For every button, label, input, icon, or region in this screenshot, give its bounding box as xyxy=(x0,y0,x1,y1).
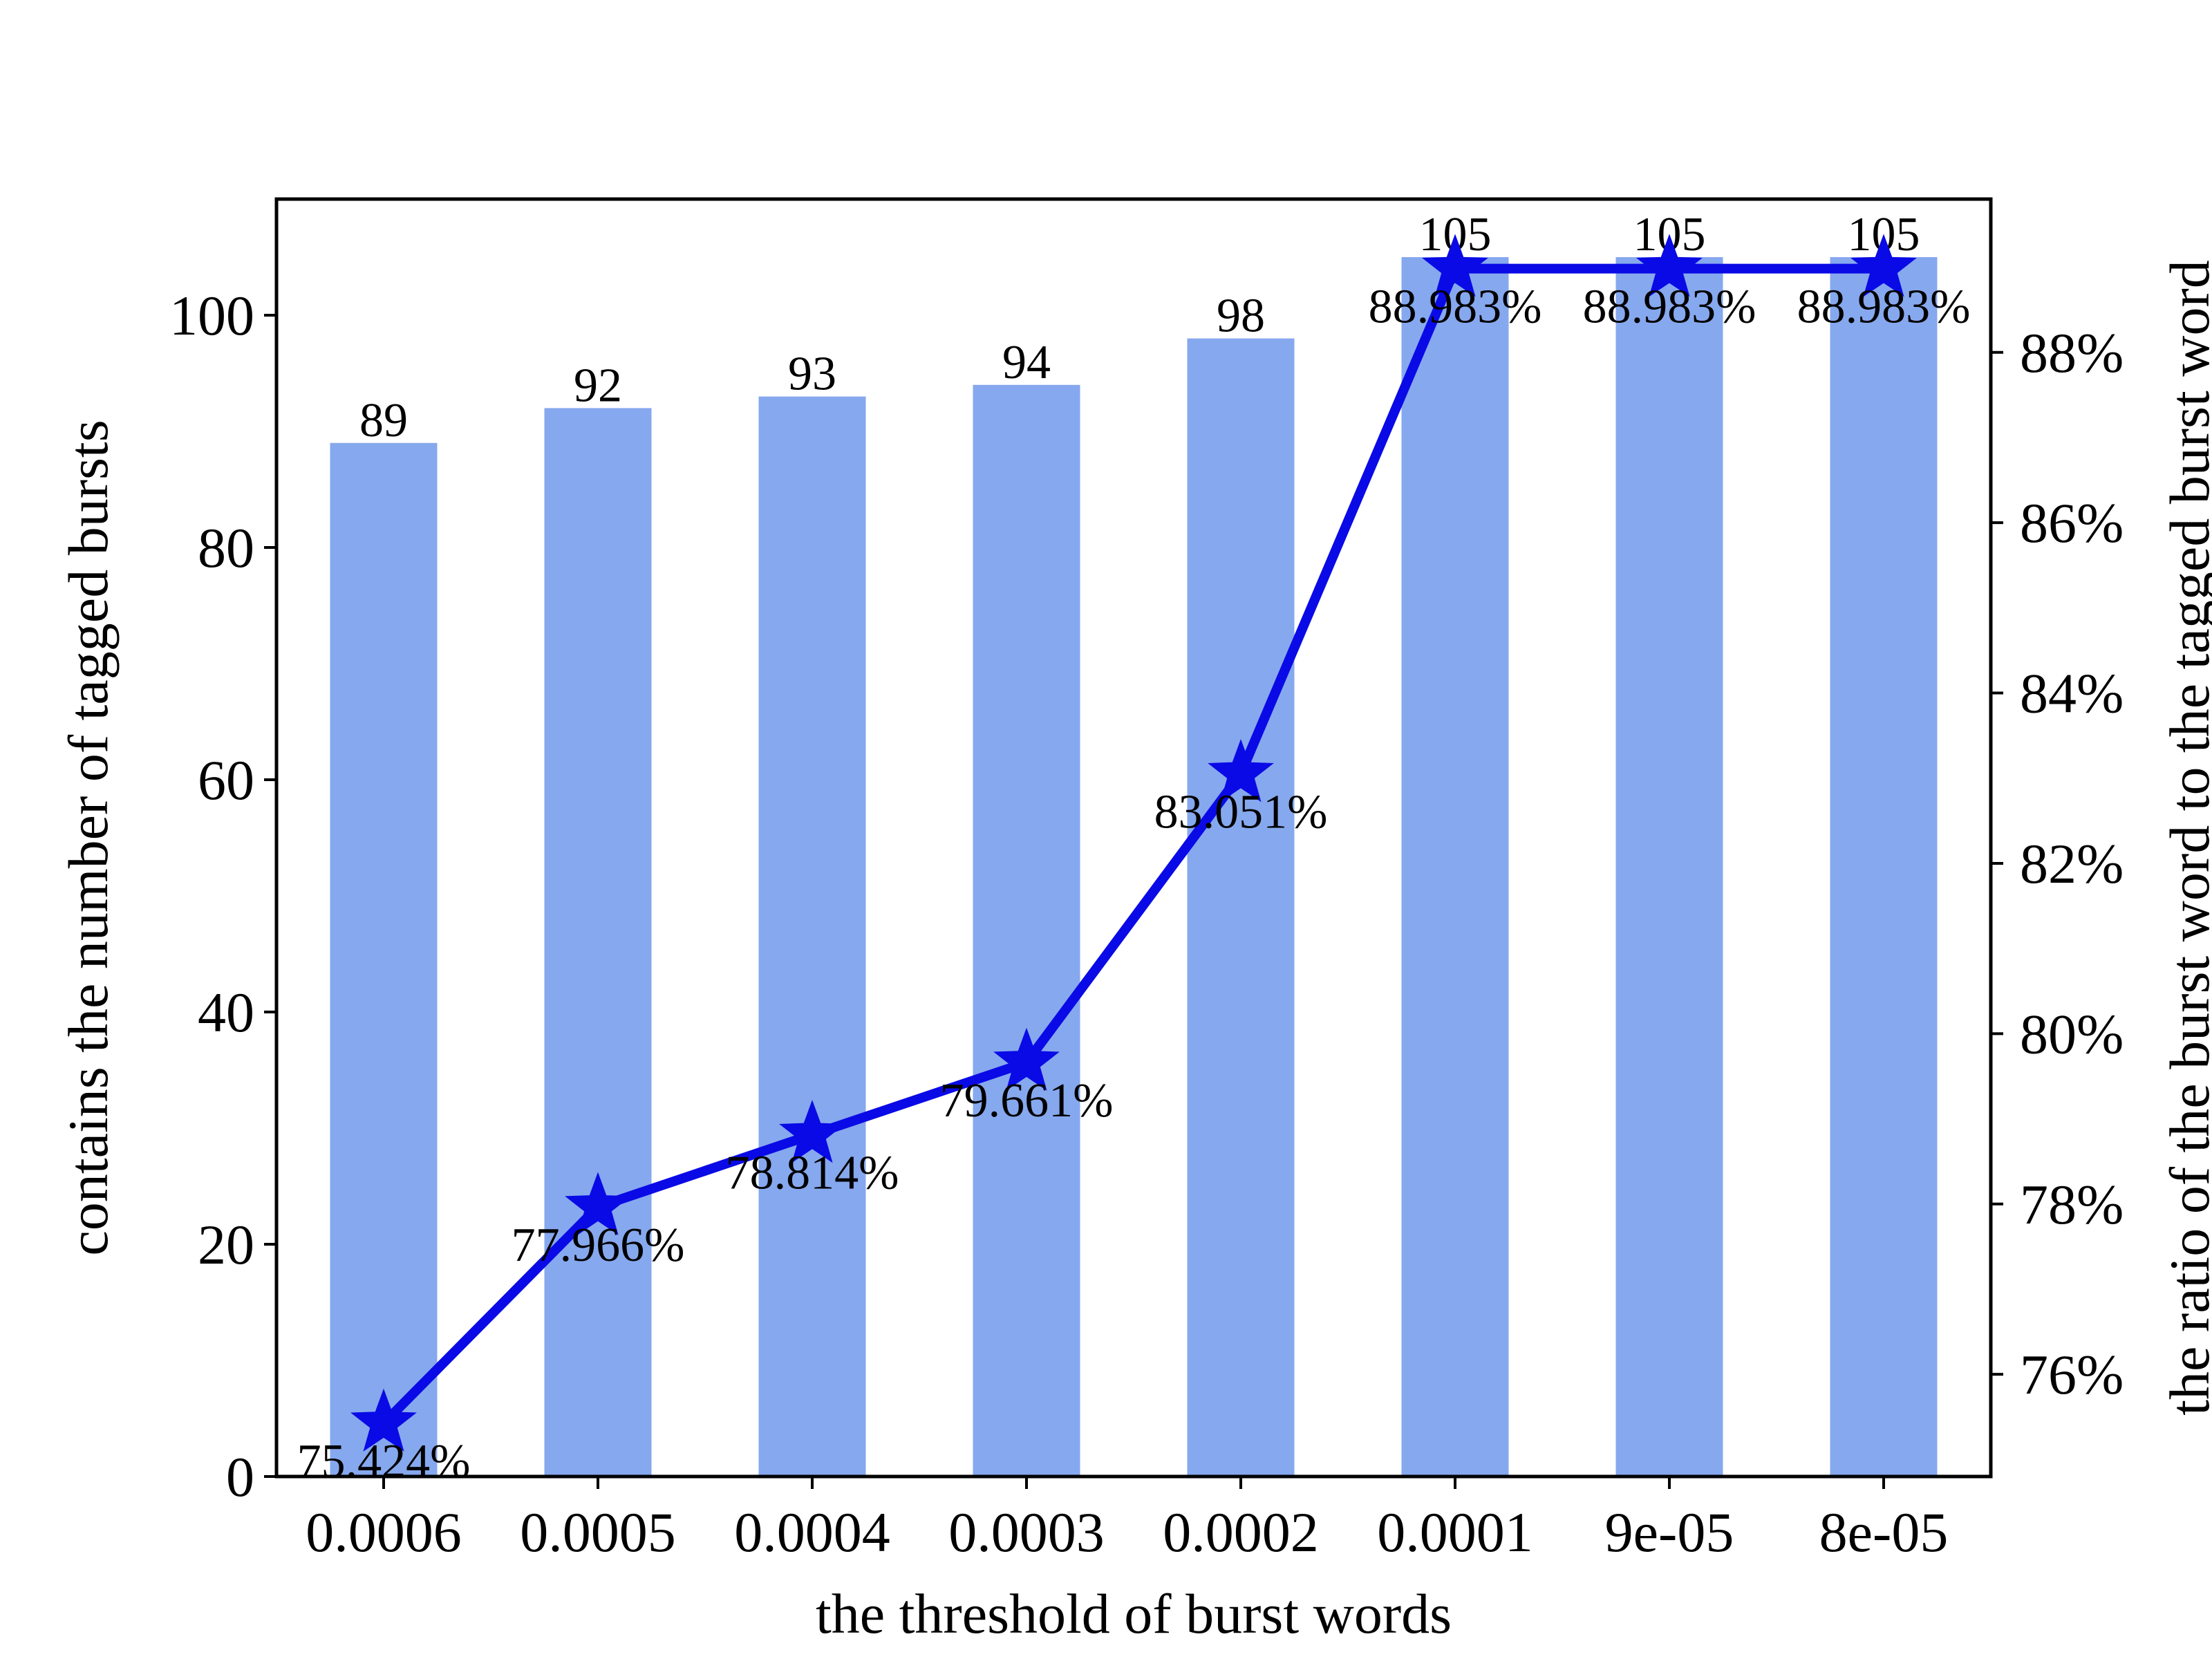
line-value-label: 88.983% xyxy=(1369,281,1542,334)
line-value-label: 79.661% xyxy=(940,1074,1114,1127)
bar-value-label: 94 xyxy=(1002,336,1051,389)
bar xyxy=(544,408,652,1477)
star-marker xyxy=(1850,234,1917,297)
line-value-label: 77.966% xyxy=(512,1219,685,1272)
axes: 0.0006 0.0005 0.0004 0.0003 0.0002 0.0001 9e-0… xyxy=(169,284,2124,1564)
bar-value-label: 89 xyxy=(359,394,408,447)
y-right-tick-label: 76% xyxy=(2020,1343,2124,1406)
bar xyxy=(973,384,1080,1477)
x-tick-label: 9e-05 xyxy=(1605,1501,1734,1564)
bar-value-label: 98 xyxy=(1217,290,1265,343)
y-axis-left-label: contains the number of tagged bursts xyxy=(57,420,120,1255)
x-tick-label: 0.0005 xyxy=(520,1501,676,1564)
y-axis-right-label: the ratio of the burst word to the tagge… xyxy=(2158,260,2212,1416)
y-left-tick-label: 100 xyxy=(169,284,254,347)
bar xyxy=(1830,257,1938,1477)
y-left-tick-label: 20 xyxy=(198,1213,254,1276)
y-right-tick-label: 84% xyxy=(2020,662,2124,725)
y-left-tick-label: 80 xyxy=(198,516,254,579)
bar xyxy=(758,396,866,1477)
line-value-label: 83.051% xyxy=(1154,785,1328,838)
x-tick-label: 0.0001 xyxy=(1377,1501,1533,1564)
y-right-tick-label: 88% xyxy=(2020,321,2124,384)
plot-frame xyxy=(274,197,1993,1479)
ratio-line xyxy=(380,263,1884,1427)
y-right-tick-label: 82% xyxy=(2020,832,2124,895)
x-tick-label: 0.0004 xyxy=(734,1501,890,1564)
x-tick-label: 0.0006 xyxy=(306,1501,462,1564)
bar-series: 8992939498105105105 xyxy=(330,208,1938,1477)
x-axis-label: the threshold of burst words xyxy=(816,1582,1452,1645)
star-marker xyxy=(565,1172,631,1235)
bar xyxy=(1615,257,1723,1477)
x-tick-label: 0.0002 xyxy=(1163,1501,1319,1564)
star-marker xyxy=(1422,234,1488,297)
star-marker xyxy=(1208,739,1274,803)
star-marker xyxy=(1636,234,1703,297)
line-value-label: 78.814% xyxy=(726,1146,899,1199)
y-right-tick-label: 80% xyxy=(2020,1002,2124,1065)
y-left-tick-label: 60 xyxy=(198,749,254,812)
y-right-tick-label: 78% xyxy=(2020,1173,2124,1236)
bar-value-label: 92 xyxy=(574,359,622,412)
bar xyxy=(1401,257,1509,1477)
star-marker xyxy=(350,1388,417,1452)
star-marker xyxy=(993,1027,1060,1091)
y-right-tick-label: 86% xyxy=(2020,491,2124,554)
bar xyxy=(330,442,438,1477)
line-value-label: 88.983% xyxy=(1797,281,1971,334)
bar xyxy=(1187,338,1295,1477)
line-value-label: 88.983% xyxy=(1583,281,1756,334)
x-tick-label: 8e-05 xyxy=(1819,1501,1949,1564)
star-marker xyxy=(779,1100,845,1163)
bar-value-label: 93 xyxy=(788,348,836,401)
line-series: 75.424%77.966%78.814%79.661%83.051%88.98… xyxy=(297,234,1971,1488)
y-left-tick-label: 0 xyxy=(226,1445,254,1508)
x-tick-label: 0.0003 xyxy=(948,1501,1105,1564)
y-left-tick-label: 40 xyxy=(198,981,254,1044)
